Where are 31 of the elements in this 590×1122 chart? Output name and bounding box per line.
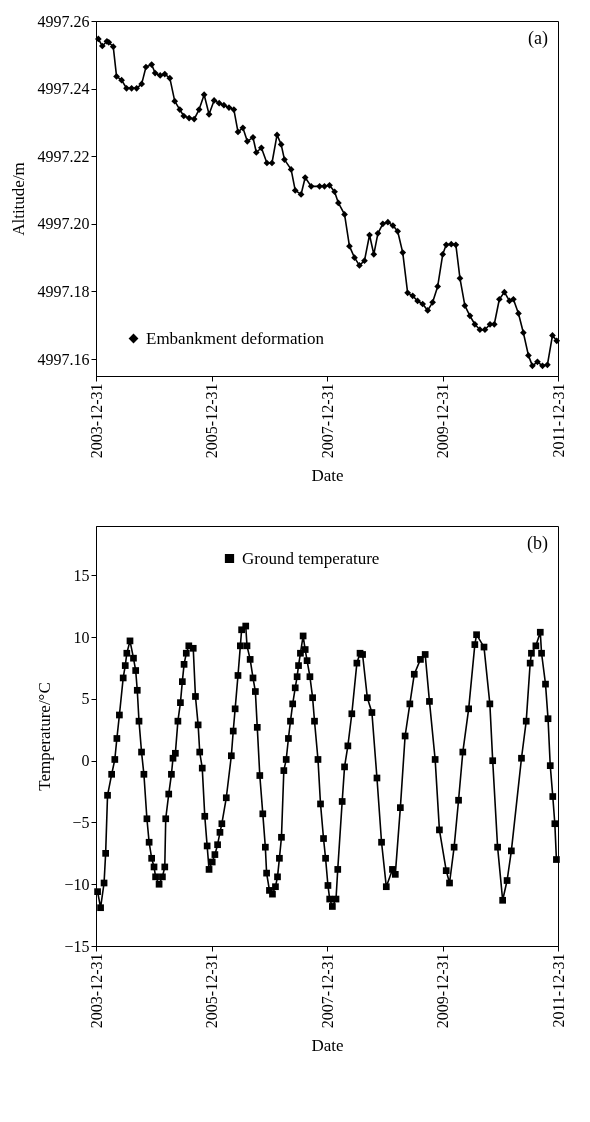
x-tick-label: 2005-12-31 — [203, 383, 221, 459]
y-tick-label: 4997.22 — [37, 147, 90, 165]
annotation: (a) — [528, 28, 548, 49]
y-tick-label: 15 — [73, 566, 90, 584]
y-axis-title: Altitude/m — [8, 162, 28, 236]
y-tick-label: 4997.20 — [37, 215, 90, 233]
y-tick-label: −10 — [64, 875, 90, 893]
x-tick-label: 2011-12-31 — [549, 953, 567, 1028]
x-tick-label: 2003-12-31 — [87, 383, 105, 459]
y-axis-title: Temperature/°C — [35, 682, 55, 791]
y-tick-label: 4997.18 — [37, 282, 90, 300]
y-tick-label: 4997.24 — [37, 80, 90, 98]
y-tick-label: 4997.16 — [37, 350, 90, 368]
x-axis-title: Date — [311, 466, 344, 486]
y-tick-label: 4997.26 — [37, 12, 90, 30]
legend-label: Embankment deformation — [146, 328, 325, 348]
x-tick-label: 2007-12-31 — [318, 383, 336, 459]
y-tick-label: 5 — [81, 690, 90, 708]
y-tick-label: −15 — [64, 937, 90, 955]
annotation: (b) — [527, 533, 548, 554]
x-tick-label: 2005-12-31 — [203, 953, 221, 1029]
y-tick-label: 0 — [81, 752, 90, 770]
legend-label: Ground temperature — [242, 548, 380, 568]
x-tick-label: 2003-12-31 — [87, 953, 105, 1029]
y-tick-label: −5 — [72, 813, 90, 831]
y-tick-label: 10 — [73, 628, 90, 646]
x-tick-label: 2011-12-31 — [549, 383, 567, 458]
x-axis-title: Date — [311, 1036, 344, 1056]
x-tick-label: 2009-12-31 — [434, 953, 452, 1029]
x-tick-label: 2009-12-31 — [434, 383, 452, 459]
x-tick-label: 2007-12-31 — [318, 953, 336, 1029]
